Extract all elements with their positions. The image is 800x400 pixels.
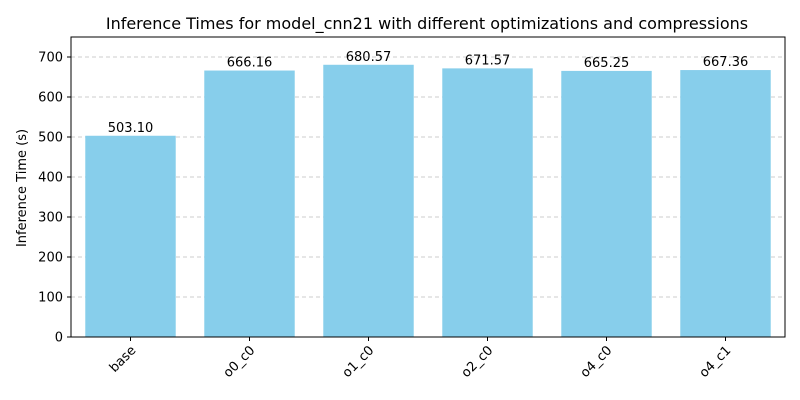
- bar-value-label: 503.10: [108, 121, 154, 136]
- x-tick-label: o2_c0: [459, 343, 497, 381]
- bar-value-label: 665.25: [584, 56, 630, 71]
- y-axis-label: Inference Time (s): [15, 129, 30, 247]
- bar-o0_c0: [204, 70, 295, 337]
- bar-o1_c0: [323, 64, 414, 337]
- x-tick-label: base: [107, 343, 140, 376]
- y-tick-label: 700: [38, 51, 63, 66]
- grid-layer: [71, 56, 785, 338]
- bar-value-label: 666.16: [227, 56, 273, 71]
- bar-base: [85, 135, 176, 337]
- x-tick-label: o4_c1: [697, 343, 735, 381]
- x-tick-label: o4_c0: [578, 343, 616, 381]
- y-tick-label: 200: [38, 251, 63, 266]
- data-label-layer: 503.10 666.16 680.57 671.57 665.25 667.36: [108, 50, 749, 136]
- bar-o2_c0: [442, 68, 533, 337]
- bar-o4_c0: [561, 70, 652, 338]
- bar-o4_c1: [680, 70, 771, 337]
- y-tick-label: 300: [38, 211, 63, 226]
- bar-value-label: 671.57: [465, 53, 511, 68]
- bar-value-label: 667.36: [703, 55, 749, 70]
- bar-value-label: 680.57: [346, 50, 392, 65]
- bar-layer: [85, 64, 771, 338]
- x-tick-label: o1_c0: [340, 343, 378, 381]
- y-tick-label: 500: [38, 131, 63, 146]
- plot-frame: [70, 36, 786, 338]
- y-tick-label: 400: [38, 171, 63, 186]
- y-tick-label: 0: [55, 331, 63, 346]
- x-tick-label: o0_c0: [221, 343, 259, 381]
- chart-title: Inference Times for model_cnn21 with dif…: [106, 14, 748, 34]
- y-tick-label: 600: [38, 91, 63, 106]
- y-tick-label: 100: [38, 291, 63, 306]
